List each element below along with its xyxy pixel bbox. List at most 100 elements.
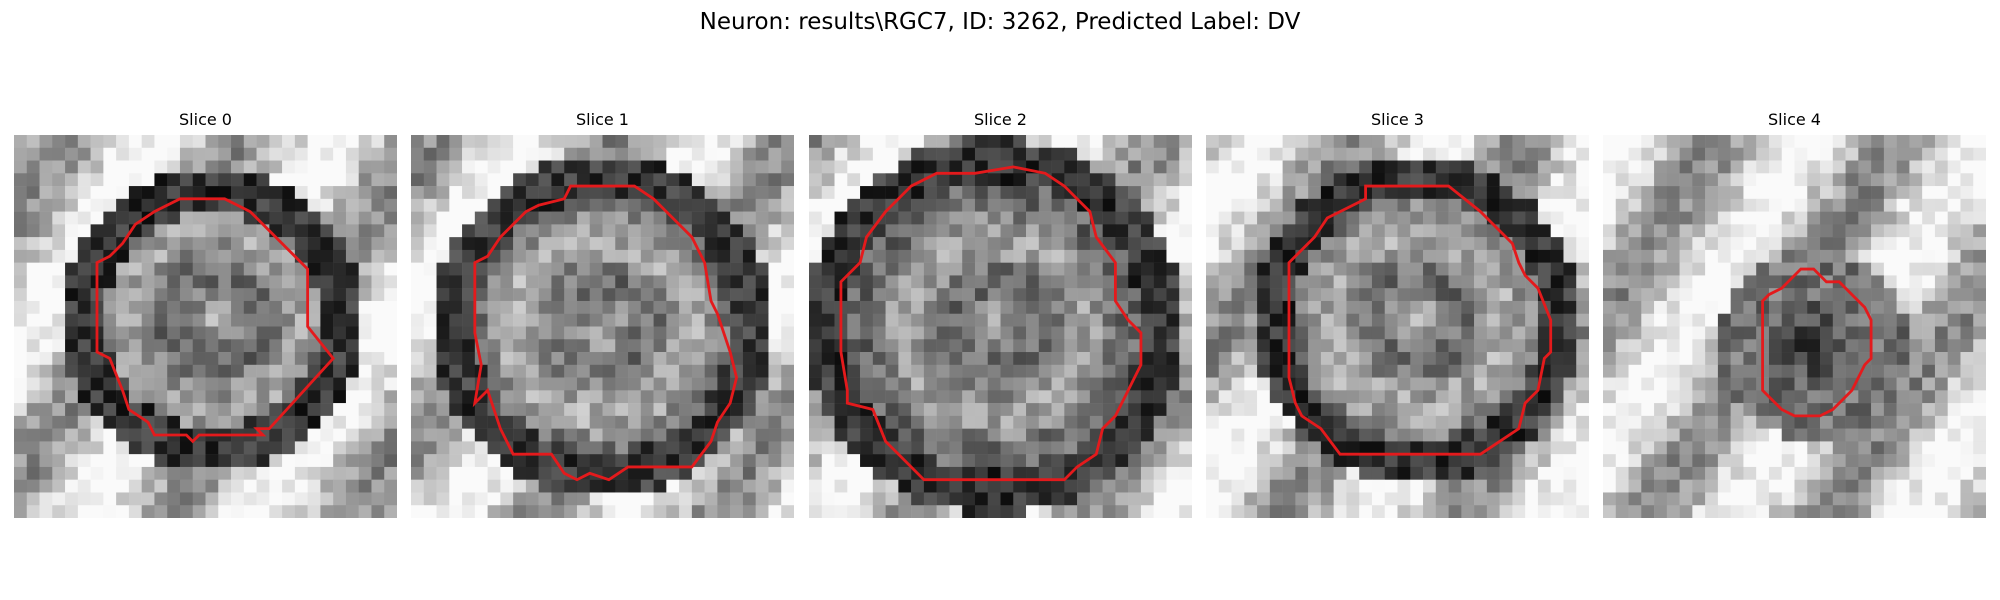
pixel-tile	[1692, 186, 1706, 200]
pixel-tile	[1871, 428, 1885, 442]
pixel-tile	[1448, 403, 1462, 417]
pixel-tile	[781, 313, 794, 327]
pixel-tile	[1871, 403, 1885, 417]
pixel-tile	[834, 415, 848, 429]
pixel-tile	[411, 466, 425, 480]
pixel-tile	[1922, 198, 1936, 212]
pixel-tile	[1896, 135, 1910, 149]
pixel-tile	[218, 300, 232, 314]
pixel-tile	[436, 249, 450, 263]
pixel-tile	[436, 466, 450, 480]
pixel-tile	[525, 428, 539, 442]
pixel-tile	[192, 198, 206, 212]
pixel-tile	[781, 441, 794, 455]
pixel-tile	[1435, 479, 1449, 493]
pixel-tile	[1359, 300, 1373, 314]
pixel-tile	[128, 135, 142, 149]
pixel-tile	[1960, 186, 1974, 200]
pixel-tile	[653, 492, 667, 506]
pixel-tile	[141, 160, 155, 174]
pixel-tile	[653, 249, 667, 263]
pixel-tile	[269, 198, 283, 212]
pixel-tile	[1934, 300, 1948, 314]
pixel-tile	[179, 364, 193, 378]
pixel-tile	[1013, 479, 1027, 493]
pixel-tile	[1410, 326, 1424, 340]
pixel-tile	[1756, 479, 1770, 493]
pixel-tile	[256, 173, 270, 187]
pixel-tile	[1705, 466, 1719, 480]
pixel-tile	[52, 300, 66, 314]
pixel-tile	[513, 377, 527, 391]
pixel-tile	[333, 479, 347, 493]
pixel-tile	[1359, 492, 1373, 506]
pixel-tile	[525, 160, 539, 174]
pixel-tile	[205, 492, 219, 506]
pixel-tile	[1883, 173, 1897, 187]
pixel-tile	[898, 390, 912, 404]
pixel-tile	[1166, 339, 1180, 353]
pixel-tile	[1153, 441, 1167, 455]
pixel-tile	[52, 466, 66, 480]
pixel-tile	[949, 441, 963, 455]
pixel-tile	[1448, 352, 1462, 366]
pixel-tile	[1960, 352, 1974, 366]
pixel-tile	[1973, 147, 1986, 161]
pixel-tile	[1448, 275, 1462, 289]
pixel-tile	[923, 505, 937, 518]
pixel-tile	[923, 288, 937, 302]
pixel-tile	[615, 441, 629, 455]
pixel-tile	[179, 479, 193, 493]
pixel-tile	[167, 505, 181, 518]
pixel-tile	[65, 313, 79, 327]
pixel-tile	[103, 288, 117, 302]
pixel-tile	[1435, 492, 1449, 506]
pixel-tile	[936, 326, 950, 340]
pixel-tile	[1166, 415, 1180, 429]
pixel-tile	[462, 300, 476, 314]
pixel-tile	[231, 275, 245, 289]
pixel-tile	[1231, 262, 1245, 276]
pixel-tile	[1550, 160, 1564, 174]
pixel-tile	[923, 364, 937, 378]
pixel-tile	[755, 505, 769, 518]
pixel-tile	[282, 326, 296, 340]
pixel-tile	[1128, 466, 1142, 480]
pixel-tile	[1563, 224, 1577, 238]
pixel-tile	[1512, 147, 1526, 161]
pixel-tile	[1359, 403, 1373, 417]
pixel-tile	[1038, 135, 1052, 149]
pixel-tile	[26, 390, 40, 404]
pixel-tile	[768, 147, 782, 161]
pixel-tile	[1026, 377, 1040, 391]
pixel-tile	[1282, 211, 1296, 225]
pixel-tile	[1359, 428, 1373, 442]
pixel-tile	[1973, 352, 1986, 366]
pixel-tile	[653, 505, 667, 518]
pixel-tile	[1026, 288, 1040, 302]
pixel-tile	[1537, 428, 1551, 442]
pixel-tile	[821, 415, 835, 429]
pixel-tile	[962, 492, 976, 506]
pixel-tile	[65, 466, 79, 480]
pixel-tile	[141, 364, 155, 378]
pixel-tile	[1705, 211, 1719, 225]
pixel-tile	[1871, 352, 1885, 366]
pixel-tile	[809, 160, 823, 174]
pixel-tile	[269, 466, 283, 480]
pixel-tile	[1743, 390, 1757, 404]
pixel-tile	[1000, 364, 1014, 378]
pixel-tile	[231, 237, 245, 251]
pixel-tile	[1947, 479, 1961, 493]
pixel-tile	[320, 173, 334, 187]
pixel-tile	[1654, 198, 1668, 212]
pixel-tile	[1973, 403, 1986, 417]
pixel-tile	[1128, 403, 1142, 417]
pixel-tile	[653, 339, 667, 353]
pixel-tile	[77, 160, 91, 174]
pixel-tile	[872, 288, 886, 302]
pixel-tile	[691, 173, 705, 187]
pixel-tile	[1628, 275, 1642, 289]
pixel-tile	[1525, 364, 1539, 378]
pixel-tile	[847, 415, 861, 429]
